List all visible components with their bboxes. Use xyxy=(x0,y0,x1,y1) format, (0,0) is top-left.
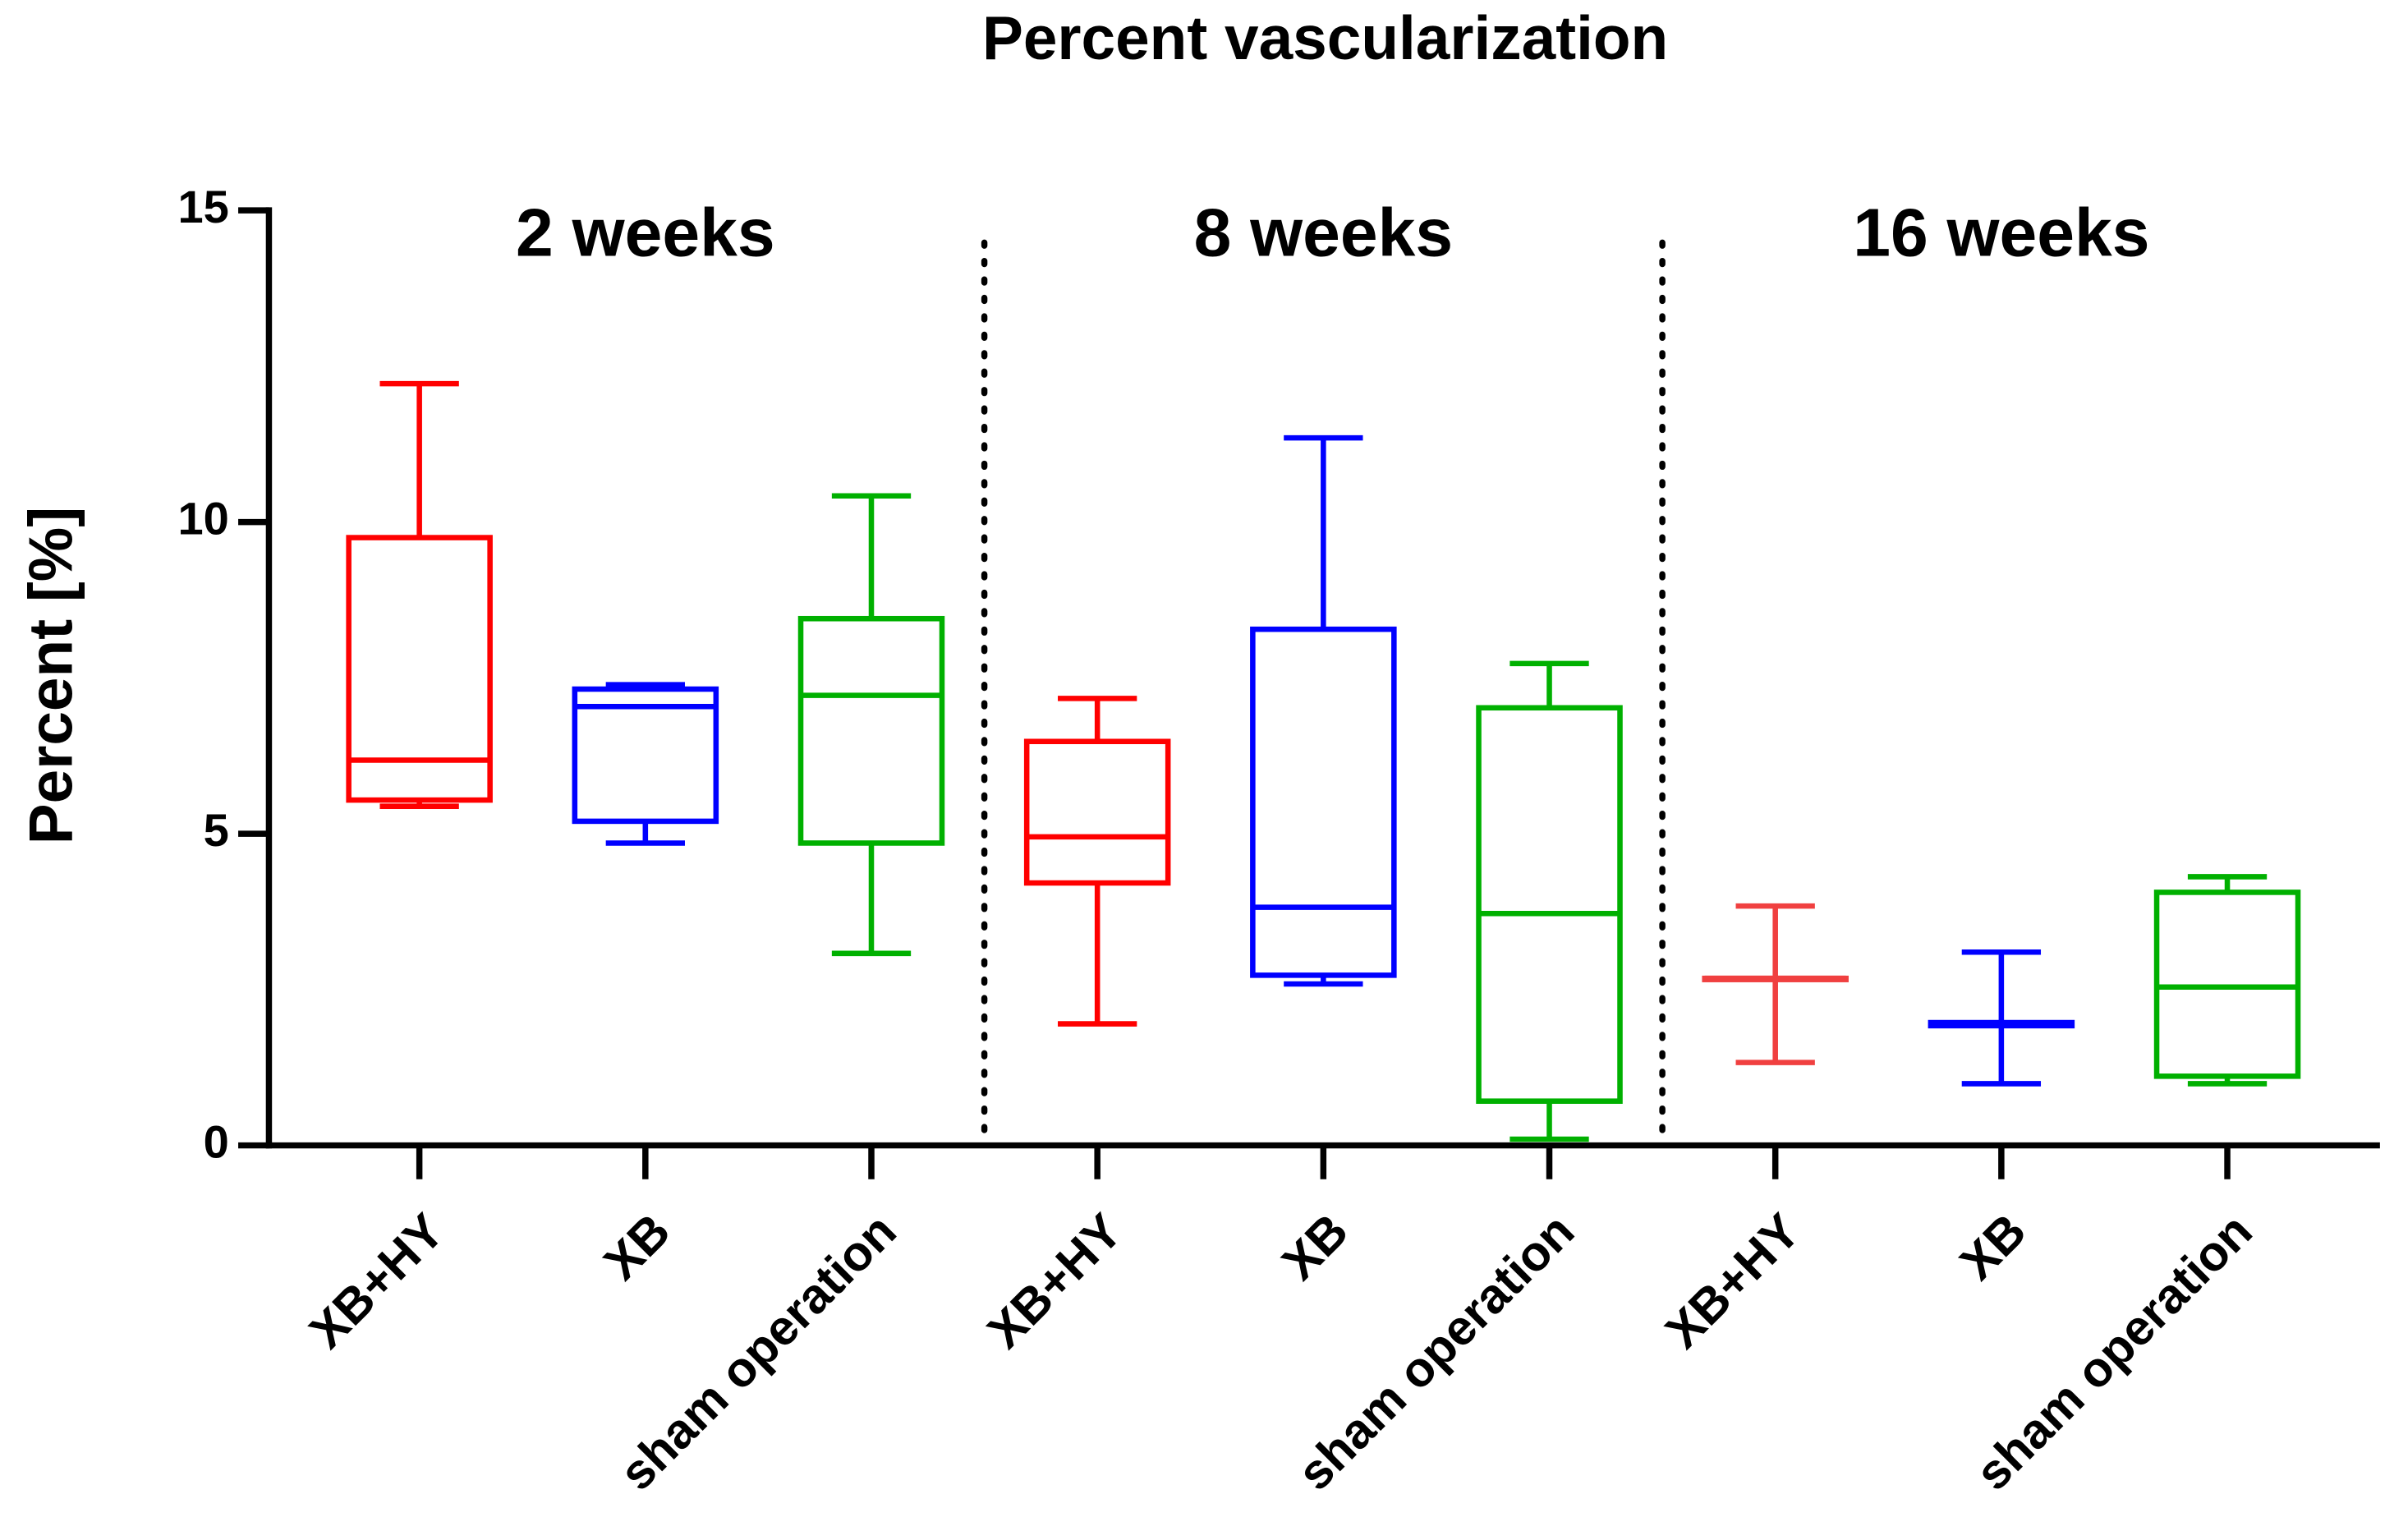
box xyxy=(2153,890,2301,1079)
y-tick-label: 0 xyxy=(204,1115,229,1167)
y-tick-label: 5 xyxy=(204,804,229,856)
x-tick-label: XB+HY xyxy=(976,1203,1133,1359)
box xyxy=(1023,738,1171,886)
box xyxy=(572,686,719,825)
x-tick-label: XB+HY xyxy=(1655,1203,1811,1359)
y-tick-label: 15 xyxy=(177,181,228,232)
x-tick-label: XB xyxy=(593,1203,680,1290)
box xyxy=(1250,626,1397,978)
box xyxy=(797,615,945,846)
box xyxy=(1476,705,1623,1104)
group-label: 8 weeks xyxy=(1194,195,1454,270)
x-tick-label: XB xyxy=(1950,1203,2037,1290)
group-label: 16 weeks xyxy=(1853,195,2149,270)
group-label: 2 weeks xyxy=(516,195,775,270)
x-tick-label: XB+HY xyxy=(299,1203,455,1359)
box xyxy=(346,535,493,803)
chart-title: Percent vascularization xyxy=(982,3,1668,72)
y-axis-label: Percent [%] xyxy=(16,507,85,844)
y-tick-label: 10 xyxy=(177,492,228,544)
x-tick-label: XB xyxy=(1271,1203,1358,1290)
